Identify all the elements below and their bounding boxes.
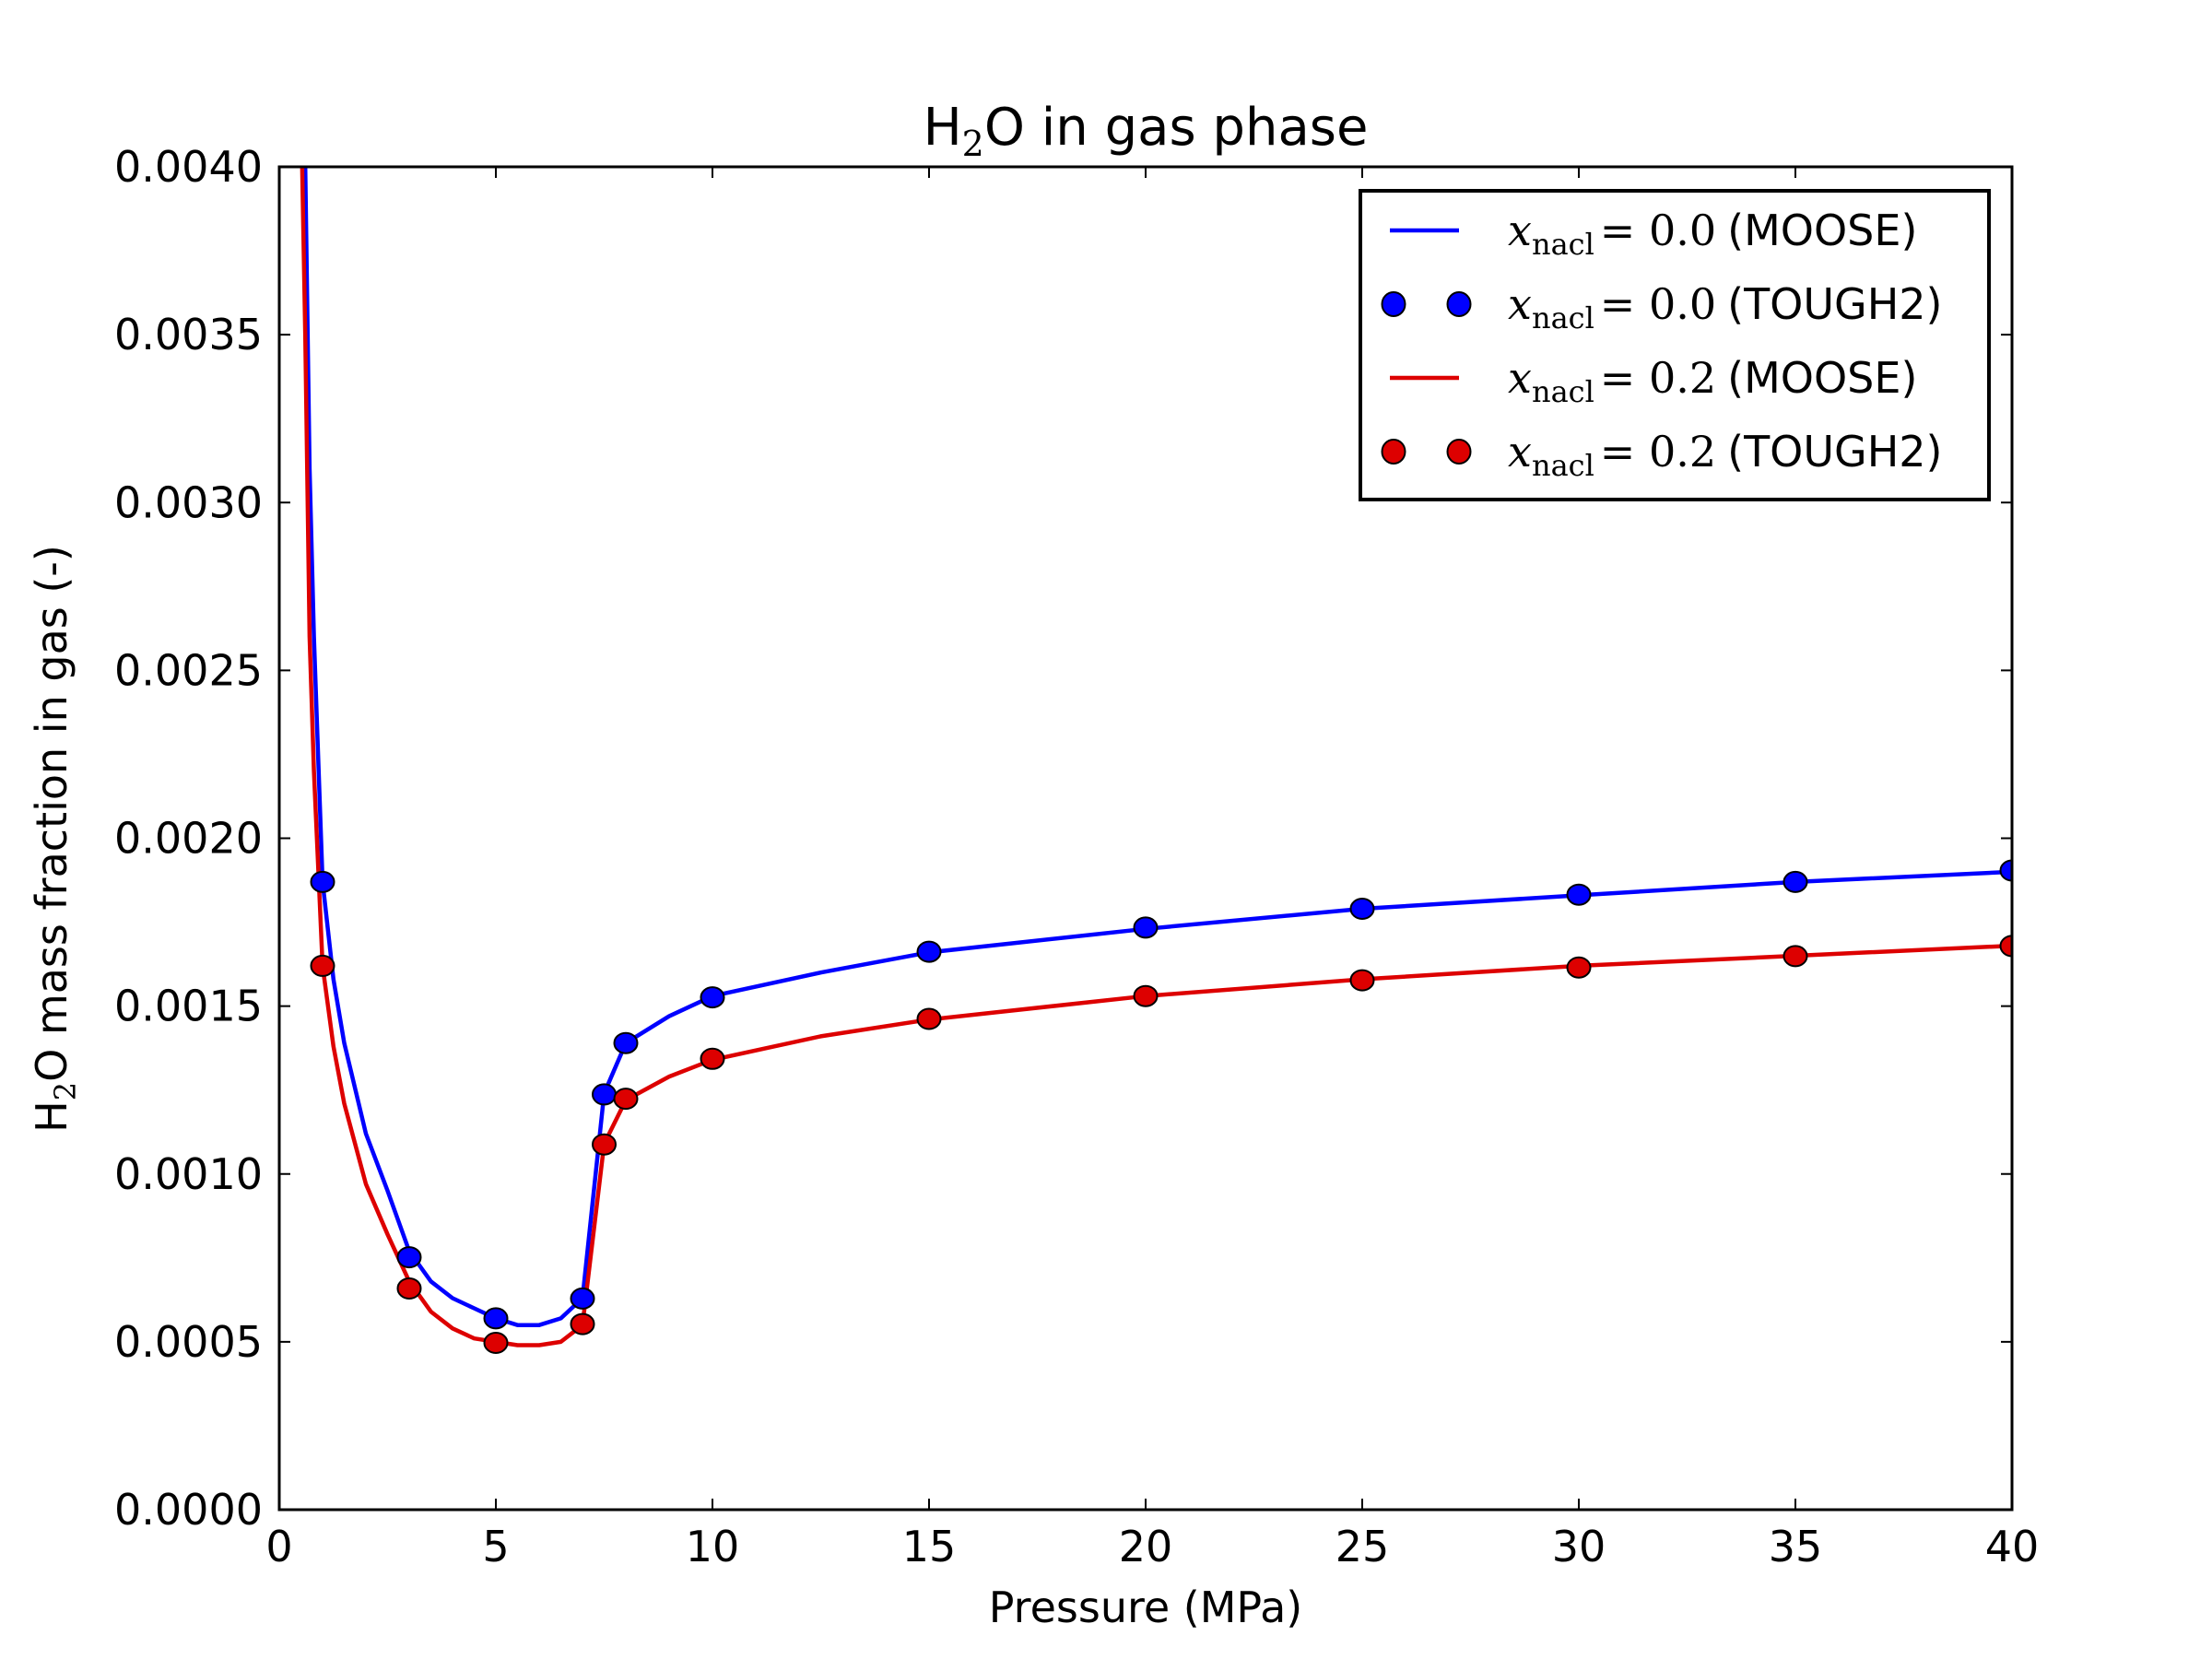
- y-tick-label: 0.0000: [114, 1485, 263, 1535]
- x-axis-label: Pressure (MPa): [989, 1583, 1303, 1632]
- data-point: [700, 986, 725, 1009]
- data-point: [310, 954, 335, 977]
- y-tick-label: 0.0015: [114, 982, 263, 1031]
- data-point: [570, 1287, 595, 1310]
- data-point: [483, 1307, 509, 1330]
- data-point: [700, 1047, 725, 1070]
- x-tick-label: 15: [902, 1522, 957, 1571]
- data-point: [592, 1083, 617, 1106]
- y-tick-label: 0.0010: [114, 1149, 263, 1199]
- data-point: [613, 1031, 639, 1054]
- x-tick-label: 5: [482, 1522, 509, 1571]
- data-point: [1999, 859, 2012, 882]
- data-point: [592, 1133, 617, 1156]
- legend-marker-swatch: [1446, 439, 1472, 465]
- y-axis-label: H2O mass fraction in gas (-): [27, 545, 83, 1133]
- data-point: [1349, 897, 1375, 920]
- data-point: [310, 870, 335, 893]
- x-tick-label: 30: [1552, 1522, 1606, 1571]
- legend-entry-label: xnacl = 0.2 (MOOSE): [1508, 353, 1917, 409]
- axes-frame: [277, 165, 2014, 1512]
- data-point: [1349, 969, 1375, 992]
- legend-marker-swatch: [1381, 439, 1406, 465]
- data-point: [1566, 883, 1592, 906]
- data-point: [1999, 935, 2012, 958]
- chart-title: H2O in gas phase: [924, 98, 1369, 164]
- series-line-moose-00: [302, 167, 2012, 1327]
- data-point: [483, 1331, 509, 1354]
- series-line-moose-02: [300, 167, 2012, 1347]
- x-tick-label: 20: [1119, 1522, 1173, 1571]
- data-point: [1133, 916, 1159, 939]
- x-tick-label: 40: [1985, 1522, 2040, 1571]
- data-point: [1783, 870, 1808, 893]
- y-tick-label: 0.0035: [114, 310, 263, 359]
- legend: xnacl = 0.0 (MOOSE) xnacl = 0.0 (TOUGH2) xnacl…: [1359, 189, 1991, 501]
- x-tick-label: 25: [1335, 1522, 1390, 1571]
- y-tick-label: 0.0005: [114, 1317, 263, 1367]
- y-tick-label: 0.0020: [114, 814, 263, 864]
- data-point: [613, 1088, 639, 1111]
- data-point: [570, 1312, 595, 1335]
- legend-marker-swatch: [1446, 291, 1472, 317]
- data-point: [396, 1246, 422, 1269]
- data-point: [396, 1277, 422, 1300]
- y-tick-label: 0.0030: [114, 477, 263, 527]
- axis-ticks: 0 5 10 15 20 25 30 35 40 0.0000 0.0005 0.0010 0.0015…: [114, 142, 2039, 1571]
- legend-entry-label: xnacl = 0.0 (TOUGH2): [1508, 279, 1943, 335]
- data-point: [1566, 956, 1592, 979]
- data-point: [916, 940, 942, 963]
- y-tick-label: 0.0025: [114, 645, 263, 695]
- legend-entry-label: xnacl = 0.2 (TOUGH2): [1508, 427, 1943, 483]
- plot-area: [300, 167, 2012, 1354]
- legend-entry-label: xnacl = 0.0 (MOOSE): [1508, 206, 1917, 262]
- x-tick-label: 35: [1769, 1522, 1823, 1571]
- y-tick-label: 0.0040: [114, 142, 263, 192]
- legend-marker-swatch: [1381, 291, 1406, 317]
- x-tick-label: 0: [265, 1522, 292, 1571]
- x-tick-label: 10: [686, 1522, 740, 1571]
- data-point: [916, 1007, 942, 1030]
- data-point: [1783, 945, 1808, 968]
- data-point: [1133, 984, 1159, 1007]
